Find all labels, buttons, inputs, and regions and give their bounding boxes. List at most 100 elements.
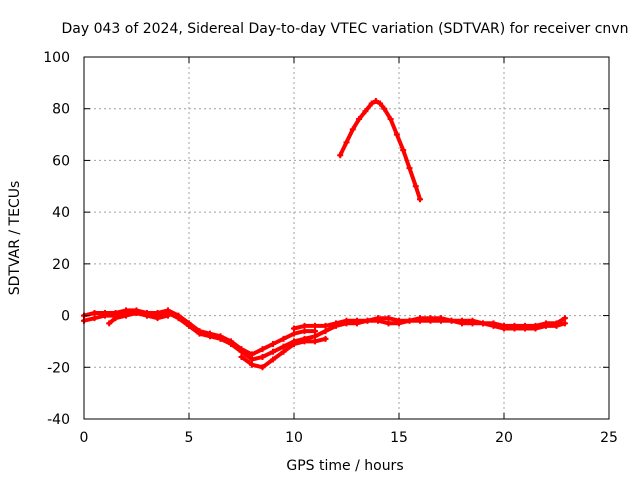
data-point (368, 100, 375, 107)
data-point (259, 353, 266, 360)
data-point (123, 312, 129, 319)
data-point (144, 312, 150, 319)
data-point (280, 335, 287, 342)
data-point (337, 152, 344, 159)
data-point (270, 348, 276, 355)
data-point (406, 165, 413, 172)
chart-title: Day 043 of 2024, Sidereal Day-to-day VTE… (62, 21, 629, 37)
data-point (480, 320, 486, 327)
data-point (301, 322, 308, 329)
data-point (291, 325, 297, 332)
data-point (469, 317, 476, 324)
data-point (102, 312, 108, 319)
data-point (400, 147, 407, 154)
x-tick-label: 0 (80, 430, 89, 446)
data-point (459, 317, 465, 324)
data-point (385, 320, 392, 327)
data-point (349, 126, 356, 133)
plot-frame (83, 56, 610, 420)
data-point (301, 338, 308, 345)
data-point (301, 328, 308, 335)
data-point (312, 322, 318, 329)
data-point (238, 353, 245, 360)
data-point (280, 348, 287, 355)
data-point (196, 330, 203, 337)
data-point (532, 322, 539, 329)
data-point (259, 346, 266, 353)
y-tick-label: 100 (43, 50, 70, 66)
x-axis-label: GPS time / hours (286, 458, 403, 474)
grid (84, 57, 609, 419)
data-point (438, 315, 444, 322)
data-point (393, 131, 400, 138)
x-tick-label: 25 (600, 430, 618, 446)
data-point (291, 341, 297, 348)
y-tick-label: 20 (52, 257, 70, 273)
y-tick-label: 60 (52, 153, 70, 169)
y-tick-label: 0 (61, 309, 70, 325)
data-point (377, 100, 384, 107)
data-point (280, 343, 287, 350)
data-point (186, 322, 192, 329)
data-point (412, 183, 419, 190)
data-point (112, 315, 119, 322)
data-point (362, 108, 369, 115)
data-point (372, 97, 379, 104)
y-tick-label: -20 (47, 360, 70, 376)
data-point (417, 315, 423, 322)
data-point (381, 105, 388, 112)
data-point (270, 341, 276, 348)
data-point (249, 356, 255, 363)
data-point (385, 315, 392, 322)
x-tick-label: 15 (390, 430, 408, 446)
data-point (312, 333, 318, 340)
data-point (312, 338, 318, 345)
data-point (448, 317, 455, 324)
data-point (270, 356, 276, 363)
data-point (322, 335, 329, 342)
data-point (154, 315, 161, 322)
data-point (561, 320, 568, 327)
data-point (356, 116, 363, 123)
data-point (553, 320, 560, 327)
data-point (501, 322, 507, 329)
data-point (322, 322, 329, 329)
y-tick-label: -40 (47, 412, 70, 428)
data-point (175, 315, 182, 322)
x-tick-label: 5 (185, 430, 194, 446)
data-point (354, 317, 360, 324)
data-point (228, 341, 234, 348)
data-point (406, 317, 413, 324)
data-point (106, 320, 113, 327)
data-point (375, 315, 381, 322)
data-point (343, 139, 350, 146)
data-point (343, 317, 350, 324)
data-point (333, 320, 339, 327)
y-axis-label: SDTVAR / TECUs (7, 181, 23, 296)
data-point (490, 320, 497, 327)
x-tick-label: 20 (495, 430, 513, 446)
data-point (312, 328, 318, 335)
data-point (543, 320, 549, 327)
data-point (387, 116, 394, 123)
data-point (561, 315, 568, 322)
data-point (364, 317, 371, 324)
data-point (249, 361, 255, 368)
data-point (165, 312, 171, 319)
data-point (133, 309, 140, 316)
data-point (259, 364, 266, 371)
data-point (427, 315, 434, 322)
data-point (417, 196, 423, 203)
data-point (322, 328, 329, 335)
data-point (217, 335, 224, 342)
data-point (91, 309, 98, 316)
data-point (522, 322, 528, 329)
y-tick-label: 80 (52, 102, 70, 118)
data-point (91, 315, 98, 322)
series-layer (81, 97, 568, 371)
data-point (291, 330, 297, 337)
axis-ticks: 0 5 10 15 20 25 -40 -20 0 20 40 60 80 100 (43, 50, 618, 446)
x-tick-label: 10 (285, 430, 303, 446)
data-point (511, 322, 518, 329)
